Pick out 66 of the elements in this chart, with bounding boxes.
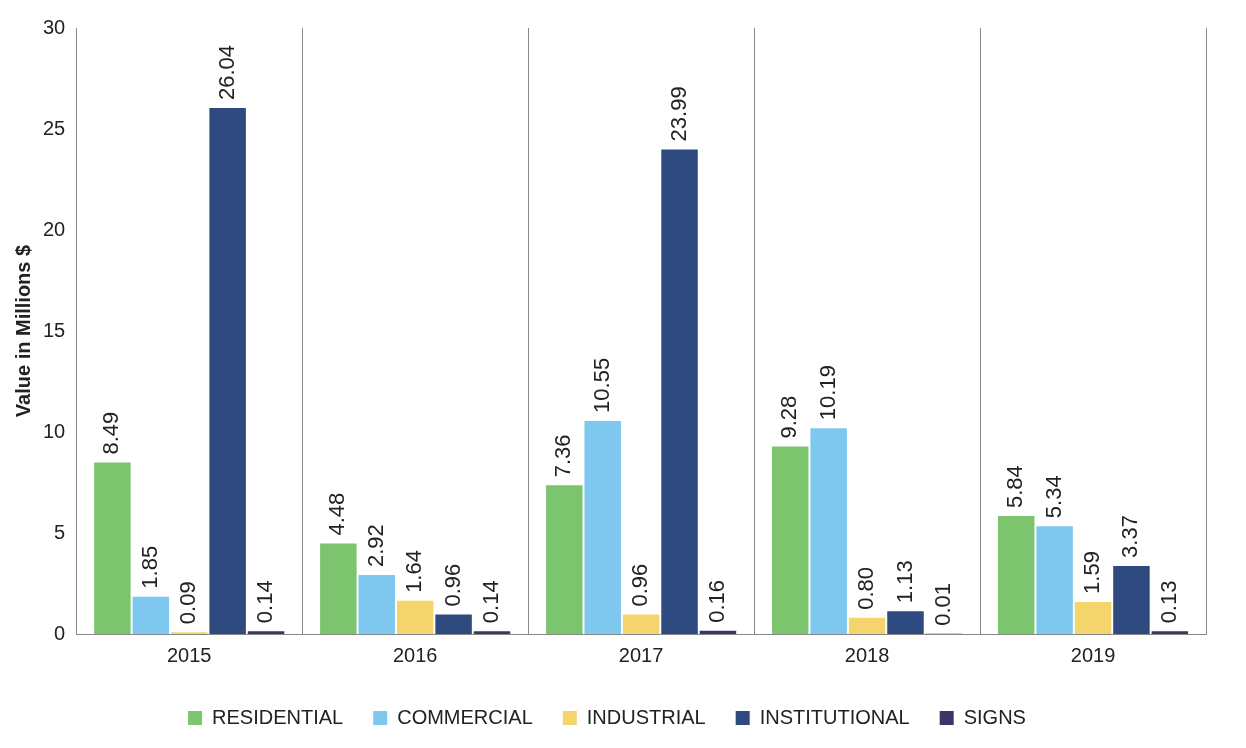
- bar: [132, 596, 170, 634]
- y-tick-label: 20: [43, 217, 66, 240]
- bar: [848, 617, 886, 634]
- data-label: 4.48: [324, 492, 350, 536]
- bar: [584, 420, 621, 634]
- data-label: 1.13: [891, 560, 917, 604]
- bar: [209, 107, 246, 634]
- y-tick-label: 30: [43, 15, 66, 38]
- legend-label: SIGNS: [963, 705, 1026, 728]
- bar: [1074, 601, 1112, 634]
- bar: [622, 614, 660, 634]
- bar: [473, 631, 511, 634]
- bar: [661, 149, 698, 634]
- data-label: 0.16: [704, 579, 730, 623]
- bar: [1151, 631, 1189, 634]
- legend-label: COMMERCIAL: [397, 705, 533, 728]
- x-tick-label: 2018: [844, 643, 890, 666]
- bar: [358, 575, 396, 634]
- bar: [1113, 565, 1150, 634]
- y-tick-label: 15: [43, 318, 66, 341]
- data-label: 0.13: [1155, 580, 1181, 624]
- x-tick-label: 2015: [166, 643, 212, 666]
- data-label: 0.14: [252, 580, 278, 624]
- data-label: 0.80: [853, 567, 879, 610]
- x-tick-label: 2017: [618, 643, 664, 666]
- y-axis-title: Value in Millions $: [11, 244, 34, 418]
- legend-label: INSTITUTIONAL: [759, 705, 910, 728]
- legend-label: INDUSTRIAL: [586, 705, 706, 728]
- data-label: 0.09: [175, 581, 201, 625]
- data-label: 0.96: [627, 563, 653, 607]
- y-tick-label: 5: [54, 520, 66, 543]
- data-label: 1.64: [401, 550, 427, 593]
- y-tick-label: 0: [54, 621, 66, 644]
- data-label: 3.37: [1117, 515, 1143, 558]
- data-label: 2.92: [362, 524, 388, 568]
- data-label: 23.99: [665, 86, 691, 142]
- bar: [810, 428, 847, 634]
- legend-label: RESIDENTIAL: [212, 705, 344, 728]
- bar: [546, 485, 583, 634]
- data-label: 1.85: [136, 545, 162, 589]
- data-label: 5.34: [1040, 475, 1066, 519]
- bar: [1036, 526, 1073, 634]
- data-label: 7.36: [550, 434, 576, 478]
- bar: [247, 631, 285, 634]
- data-label: 0.14: [478, 580, 504, 624]
- data-label: 9.28: [776, 395, 802, 439]
- bar: [94, 462, 131, 634]
- bar: [320, 543, 357, 634]
- bar: [699, 630, 737, 634]
- bar: [435, 614, 472, 634]
- bar: [396, 600, 434, 634]
- data-label: 10.55: [588, 357, 614, 413]
- data-label: 0.96: [439, 563, 465, 607]
- y-tick-label: 25: [43, 116, 66, 139]
- bar: [997, 516, 1035, 634]
- x-tick-label: 2019: [1070, 643, 1116, 666]
- bar: [772, 446, 809, 634]
- y-tick-label: 10: [43, 419, 66, 442]
- data-label: 26.04: [213, 44, 239, 100]
- data-label: 8.49: [98, 411, 124, 455]
- data-label: 5.84: [1002, 465, 1028, 509]
- x-tick-label: 2016: [392, 643, 438, 666]
- data-label: 10.19: [814, 365, 840, 421]
- bar: [887, 611, 924, 634]
- data-label: 1.59: [1079, 551, 1105, 594]
- data-label: 0.01: [929, 582, 955, 626]
